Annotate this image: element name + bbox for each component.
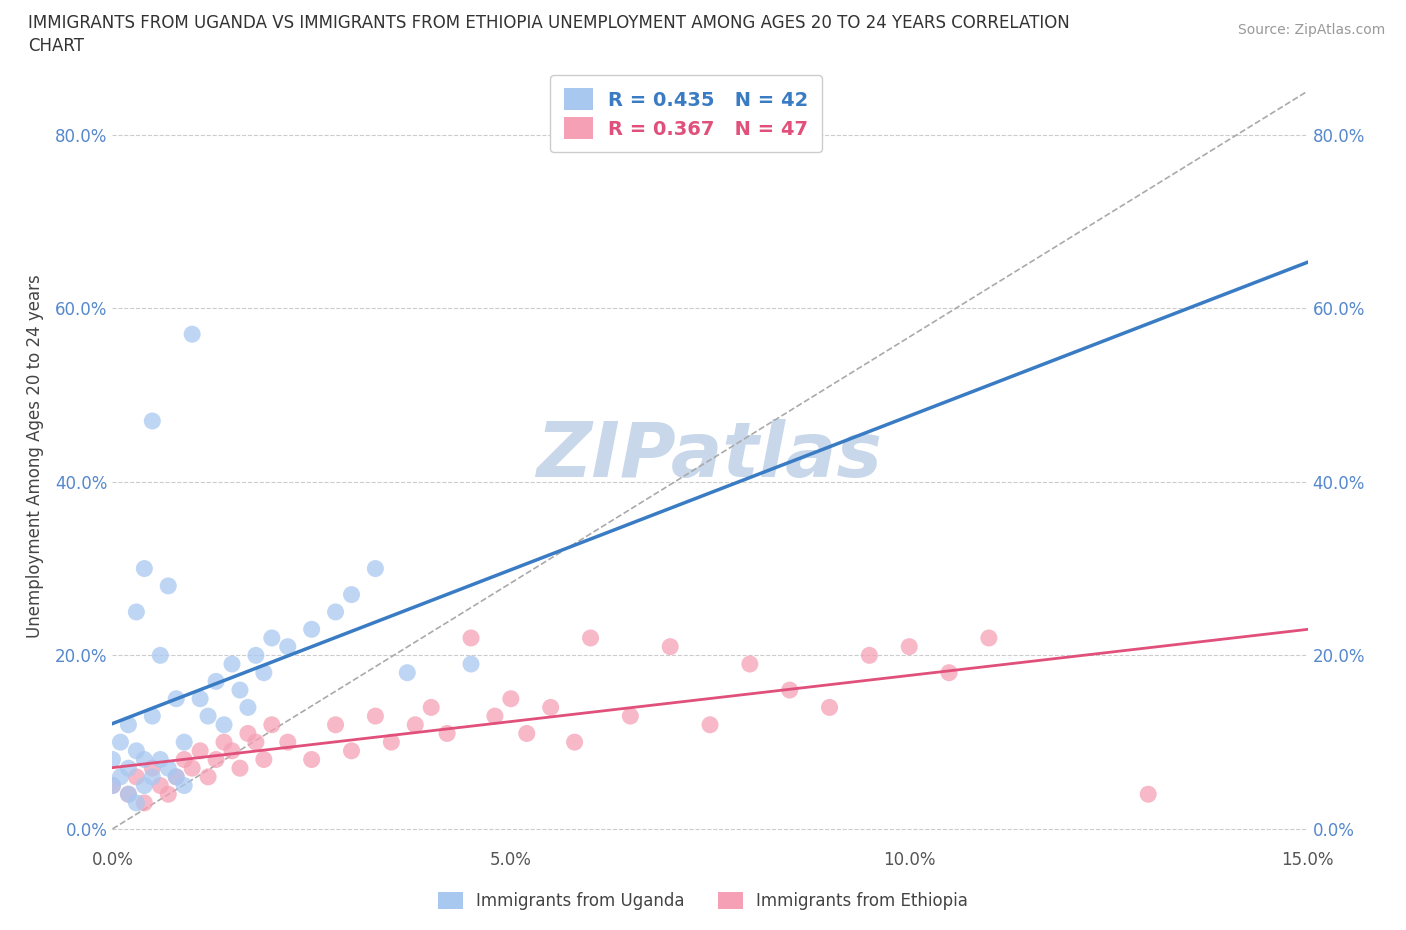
Point [301, 752, 323, 767]
Point [245, 648, 267, 663]
Text: CHART: CHART [28, 37, 84, 55]
Point [301, 622, 323, 637]
Point [260, 717, 283, 732]
Point [173, 735, 195, 750]
Point [134, 752, 156, 767]
Point [564, 735, 586, 750]
Point [157, 578, 180, 593]
Point [898, 639, 921, 654]
Point [779, 683, 801, 698]
Point [188, 743, 211, 758]
Point [977, 631, 1000, 645]
Point [460, 657, 482, 671]
Point [420, 700, 443, 715]
Point [205, 752, 228, 767]
Point [253, 752, 276, 767]
Text: IMMIGRANTS FROM UGANDA VS IMMIGRANTS FROM ETHIOPIA UNEMPLOYMENT AMONG AGES 20 TO: IMMIGRANTS FROM UGANDA VS IMMIGRANTS FRO… [28, 14, 1070, 32]
Point [141, 414, 163, 429]
Point [141, 709, 163, 724]
Point [125, 769, 148, 784]
Point [221, 743, 243, 758]
Y-axis label: Unemployment Among Ages 20 to 24 years: Unemployment Among Ages 20 to 24 years [25, 273, 44, 638]
Point [659, 639, 682, 654]
Point [364, 709, 387, 724]
Point [117, 717, 139, 732]
Point [101, 778, 124, 793]
Legend: R = 0.435   N = 42, R = 0.367   N = 47: R = 0.435 N = 42, R = 0.367 N = 47 [550, 74, 823, 153]
Point [277, 735, 299, 750]
Point [141, 769, 163, 784]
Point [364, 561, 387, 576]
Point [325, 604, 347, 619]
Point [236, 700, 259, 715]
Point [260, 631, 283, 645]
Point [325, 717, 347, 732]
Point [173, 778, 195, 793]
Point [212, 735, 235, 750]
Point [101, 778, 124, 793]
Text: Source: ZipAtlas.com: Source: ZipAtlas.com [1237, 23, 1385, 37]
Point [125, 604, 148, 619]
Point [253, 665, 276, 680]
Point [205, 674, 228, 689]
Point [188, 691, 211, 706]
Point [277, 639, 299, 654]
Point [858, 648, 880, 663]
Point [110, 769, 132, 784]
Point [516, 726, 538, 741]
Point [579, 631, 602, 645]
Point [165, 769, 187, 784]
Point [134, 795, 156, 810]
Point [117, 787, 139, 802]
Point [134, 778, 156, 793]
Point [484, 709, 506, 724]
Point [165, 769, 187, 784]
Point [436, 726, 458, 741]
Point [221, 657, 243, 671]
Point [1137, 787, 1160, 802]
Point [340, 587, 363, 602]
Point [149, 752, 172, 767]
Point [404, 717, 426, 732]
Point [738, 657, 761, 671]
Point [134, 561, 156, 576]
Point [212, 717, 235, 732]
Point [125, 743, 148, 758]
Point [619, 709, 641, 724]
Text: ZIPatlas: ZIPatlas [537, 418, 883, 493]
Point [396, 665, 419, 680]
Point [236, 726, 259, 741]
Point [818, 700, 841, 715]
Point [117, 787, 139, 802]
Point [380, 735, 402, 750]
Point [157, 761, 180, 776]
Point [499, 691, 522, 706]
Point [938, 665, 960, 680]
Point [117, 761, 139, 776]
Point [181, 326, 204, 341]
Point [101, 752, 124, 767]
Point [149, 648, 172, 663]
Point [110, 735, 132, 750]
Point [540, 700, 562, 715]
Point [245, 735, 267, 750]
Point [229, 761, 252, 776]
Point [699, 717, 721, 732]
Point [197, 769, 219, 784]
Point [125, 795, 148, 810]
Point [340, 743, 363, 758]
Point [149, 778, 172, 793]
Point [141, 761, 163, 776]
Point [173, 752, 195, 767]
Point [157, 787, 180, 802]
Point [229, 683, 252, 698]
Legend: Immigrants from Uganda, Immigrants from Ethiopia: Immigrants from Uganda, Immigrants from … [432, 885, 974, 917]
Point [460, 631, 482, 645]
Point [197, 709, 219, 724]
Point [181, 761, 204, 776]
Point [165, 691, 187, 706]
